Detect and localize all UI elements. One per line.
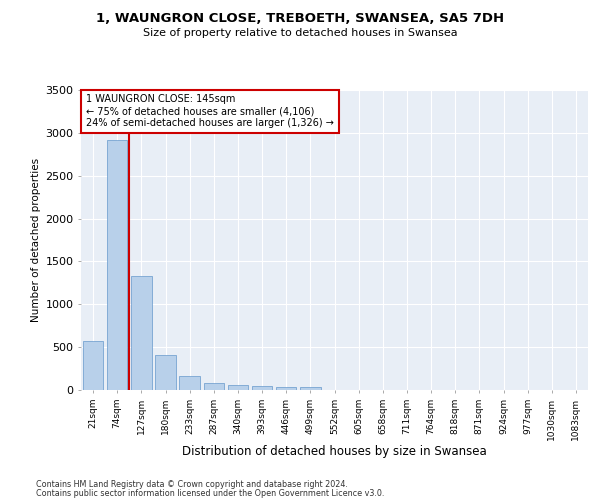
Bar bbox=[83, 341, 103, 390]
Bar bbox=[107, 140, 127, 390]
Text: Contains HM Land Registry data © Crown copyright and database right 2024.: Contains HM Land Registry data © Crown c… bbox=[36, 480, 348, 489]
Bar bbox=[203, 383, 224, 390]
Y-axis label: Number of detached properties: Number of detached properties bbox=[31, 158, 41, 322]
Text: 1 WAUNGRON CLOSE: 145sqm
← 75% of detached houses are smaller (4,106)
24% of sem: 1 WAUNGRON CLOSE: 145sqm ← 75% of detach… bbox=[86, 94, 334, 128]
Text: 1, WAUNGRON CLOSE, TREBOETH, SWANSEA, SA5 7DH: 1, WAUNGRON CLOSE, TREBOETH, SWANSEA, SA… bbox=[96, 12, 504, 26]
Bar bbox=[252, 386, 272, 390]
Bar bbox=[131, 276, 152, 390]
Bar bbox=[227, 386, 248, 390]
Bar bbox=[155, 355, 176, 390]
Text: Contains public sector information licensed under the Open Government Licence v3: Contains public sector information licen… bbox=[36, 488, 385, 498]
Bar bbox=[179, 376, 200, 390]
Bar bbox=[276, 386, 296, 390]
Bar bbox=[300, 388, 320, 390]
Text: Size of property relative to detached houses in Swansea: Size of property relative to detached ho… bbox=[143, 28, 457, 38]
X-axis label: Distribution of detached houses by size in Swansea: Distribution of detached houses by size … bbox=[182, 446, 487, 458]
